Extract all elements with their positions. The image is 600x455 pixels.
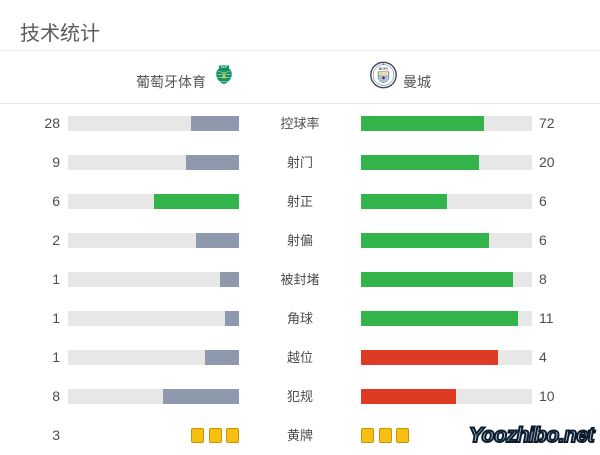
svg-text:MCFC: MCFC: [379, 67, 389, 71]
svg-text:SCP: SCP: [221, 65, 227, 69]
